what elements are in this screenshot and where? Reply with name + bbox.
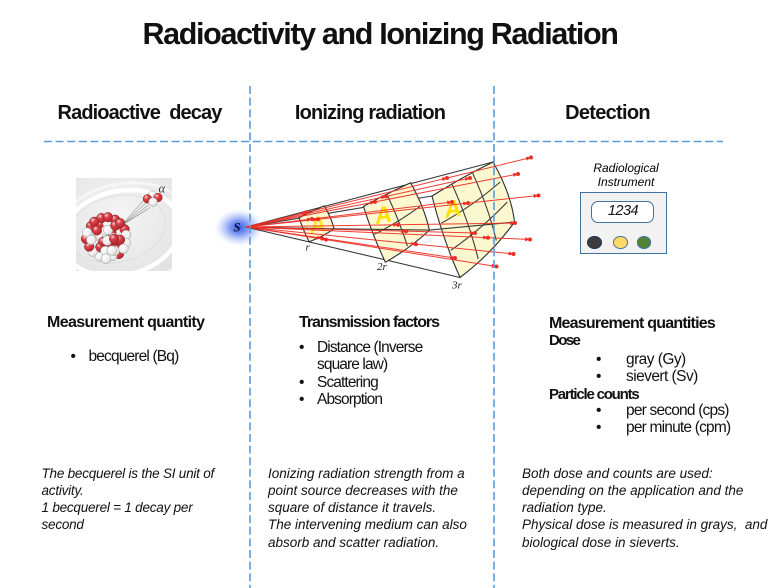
- svg-text:r: r: [306, 242, 311, 254]
- svg-text:3r: 3r: [451, 280, 463, 292]
- svg-text:α: α: [159, 182, 166, 196]
- svg-text:A: A: [441, 194, 463, 223]
- svg-text:S: S: [234, 221, 241, 235]
- svg-text:2r: 2r: [377, 261, 388, 273]
- svg-text:A: A: [372, 200, 394, 229]
